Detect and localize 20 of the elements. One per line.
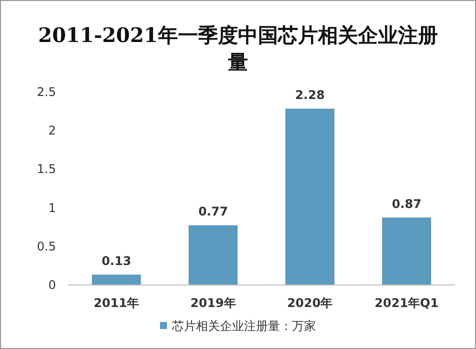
data-label: 0.13 — [102, 254, 132, 268]
chart-title: 2011-2021年一季度中国芯片相关企业注册量 — [38, 23, 438, 74]
x-tick-label: 2019年 — [190, 296, 236, 310]
y-tick-label: 1 — [48, 200, 56, 215]
data-label: 2.28 — [295, 88, 325, 102]
y-tick-label: 1.5 — [36, 162, 56, 176]
data-label: 0.87 — [392, 196, 422, 211]
y-tick-label: 0.5 — [36, 239, 56, 254]
x-tick-label: 2020年 — [287, 296, 333, 310]
x-tick-label: 2021年Q1 — [374, 296, 439, 310]
bar — [382, 218, 432, 286]
bar — [285, 108, 334, 286]
bar — [188, 225, 238, 286]
y-tick-label: 2 — [48, 124, 56, 138]
data-label: 0.77 — [198, 204, 228, 219]
legend-label: 芯片相关企业注册量：万家 — [171, 319, 316, 333]
bar — [92, 274, 141, 286]
x-tick-label: 2011年 — [94, 296, 140, 310]
y-tick-label: 2.5 — [36, 85, 56, 99]
y-tick-label: 0 — [48, 278, 56, 292]
